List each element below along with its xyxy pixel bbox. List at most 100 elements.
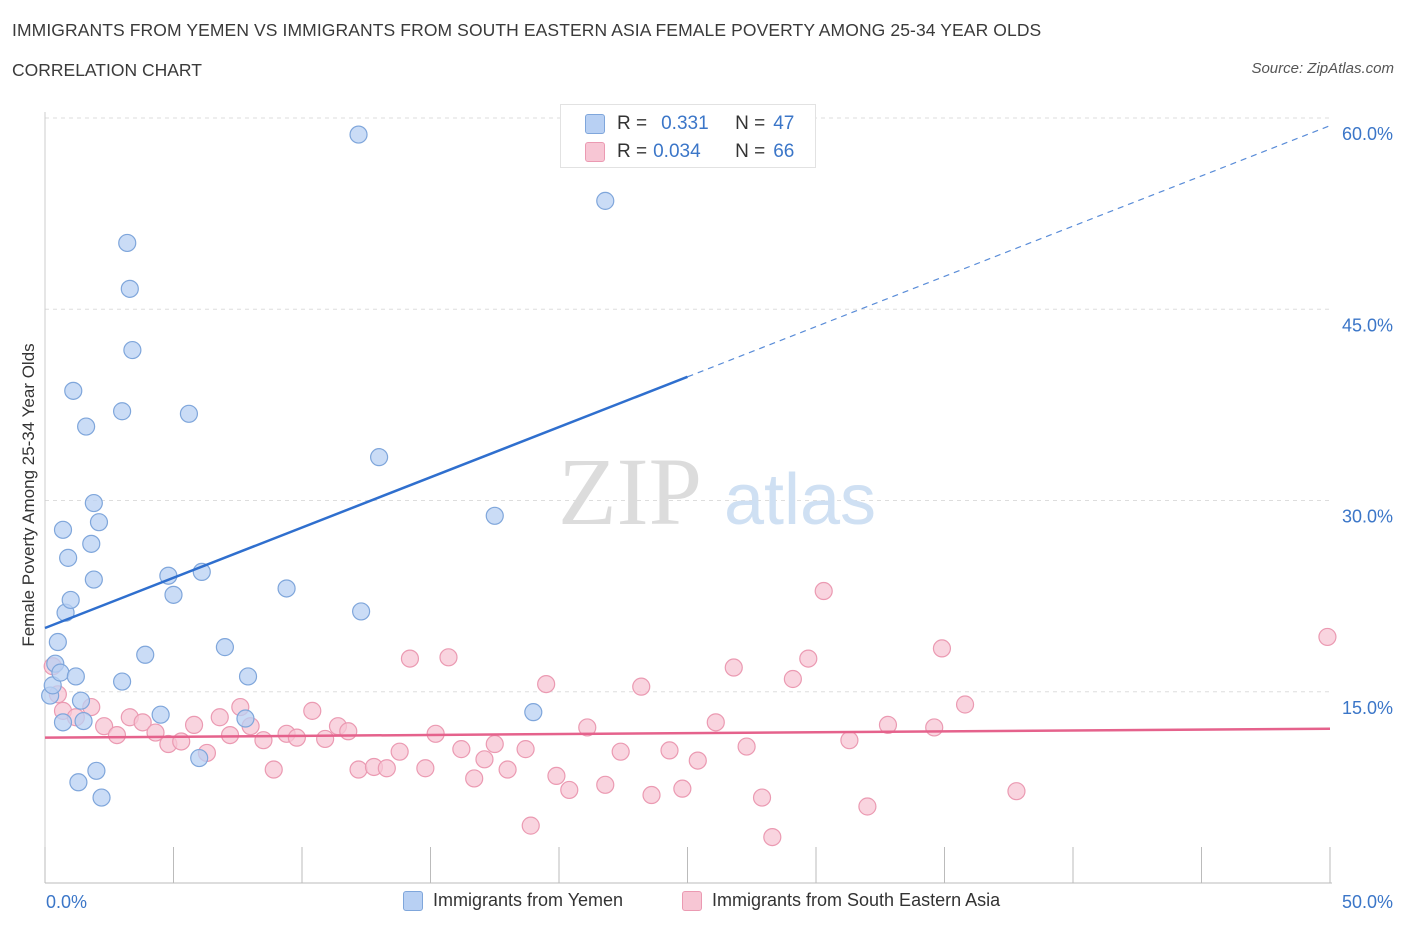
legend-row-sea: R = 0.034 N = 66 [585, 140, 794, 164]
point-yemen [123, 340, 142, 360]
point-sea [107, 725, 127, 745]
legend-n-value-sea: 66 [773, 141, 795, 162]
point-sea [537, 674, 556, 694]
point-sea [925, 718, 944, 737]
point-sea [390, 742, 409, 761]
point-sea [688, 751, 707, 770]
point-yemen [524, 703, 543, 722]
point-sea [763, 827, 782, 847]
point-yemen [48, 632, 67, 652]
point-sea [932, 639, 952, 658]
trendline-yemen [44, 375, 688, 630]
legend-n-label: N = [735, 141, 766, 162]
point-yemen [84, 570, 103, 589]
point-yemen [87, 761, 106, 780]
point-sea [254, 731, 273, 750]
point-sea [642, 785, 661, 805]
legend-swatch-sea [585, 142, 605, 162]
point-yemen [74, 711, 93, 731]
point-yemen [89, 513, 109, 532]
point-sea [303, 701, 322, 720]
legend-box: R = 0.331 N = 47 R = 0.034 N = 66 [560, 104, 816, 168]
point-sea [264, 760, 283, 779]
point-sea [799, 649, 818, 668]
point-yemen [215, 638, 234, 657]
point-yemen [53, 713, 73, 732]
point-yemen [118, 233, 137, 253]
legend-r-label: R = [617, 113, 648, 134]
point-sea [465, 769, 484, 788]
point-sea [783, 669, 802, 689]
point-sea [349, 760, 368, 779]
point-yemen [352, 602, 371, 621]
point-sea [955, 695, 975, 714]
point-yemen [51, 663, 70, 682]
point-yemen [370, 448, 389, 467]
bottom-legend-sea: Immigrants from South Eastern Asia [682, 890, 1000, 911]
tick-labels: 15.0% 30.0% 45.0% 60.0% 0.0% 50.0% [46, 124, 1393, 912]
x-tick-label-max: 50.0% [1342, 892, 1393, 912]
point-sea [95, 717, 114, 736]
point-yemen [238, 667, 258, 686]
point-sea [287, 728, 306, 747]
point-yemen [485, 506, 504, 525]
data-points [41, 125, 1337, 847]
point-yemen [77, 417, 96, 436]
y-axis-label: Female Poverty Among 25-34 Year Olds [19, 343, 38, 646]
point-sea [316, 729, 335, 749]
watermark-atlas: atlas [724, 460, 876, 540]
point-yemen [236, 709, 255, 728]
point-yemen [84, 493, 103, 513]
point-sea [516, 740, 535, 759]
point-sea [452, 740, 471, 759]
y-tick-label: 45.0% [1342, 315, 1393, 335]
point-sea [400, 649, 420, 668]
point-sea [840, 731, 859, 750]
point-yemen [64, 381, 83, 400]
point-sea [339, 722, 358, 741]
trend-lines [44, 125, 1331, 739]
legend-row-yemen: R = 0.331 N = 47 [585, 112, 794, 136]
point-sea [611, 742, 630, 761]
point-yemen [349, 125, 368, 144]
point-yemen [120, 279, 139, 298]
point-sea [737, 737, 756, 756]
point-yemen [59, 548, 78, 567]
bottom-legend-yemen: Immigrants from Yemen [403, 890, 623, 911]
point-sea [596, 775, 615, 794]
point-sea [1318, 627, 1337, 647]
point-yemen [92, 788, 111, 807]
point-sea [485, 734, 504, 754]
point-yemen [53, 520, 73, 539]
point-sea [210, 708, 229, 727]
point-sea [660, 741, 679, 760]
point-yemen [66, 667, 85, 686]
point-yemen [164, 585, 183, 604]
trendline-sea [44, 727, 1331, 739]
point-sea [377, 759, 396, 778]
point-yemen [61, 590, 80, 610]
watermark-zip: ZIP [558, 438, 702, 545]
point-yemen [596, 191, 615, 210]
point-sea [673, 779, 692, 798]
legend-swatch-yemen [585, 114, 605, 134]
point-yemen [71, 691, 91, 710]
source-credit: Source: ZipAtlas.com [1251, 60, 1394, 77]
chart-title: IMMIGRANTS FROM YEMEN VS IMMIGRANTS FROM… [12, 20, 1042, 40]
y-tick-label: 60.0% [1342, 124, 1393, 144]
legend-n-label: N = [735, 113, 766, 134]
point-sea [521, 816, 540, 835]
point-yemen [179, 404, 199, 423]
point-sea [578, 718, 597, 737]
point-yemen [190, 748, 209, 768]
point-sea [184, 715, 204, 735]
point-sea [878, 715, 898, 735]
grid-lines [45, 117, 1330, 693]
point-sea [858, 797, 877, 816]
y-tick-label: 30.0% [1342, 507, 1393, 527]
point-sea [133, 713, 152, 732]
point-yemen [112, 402, 132, 421]
point-yemen [277, 579, 296, 598]
point-sea [706, 713, 725, 732]
